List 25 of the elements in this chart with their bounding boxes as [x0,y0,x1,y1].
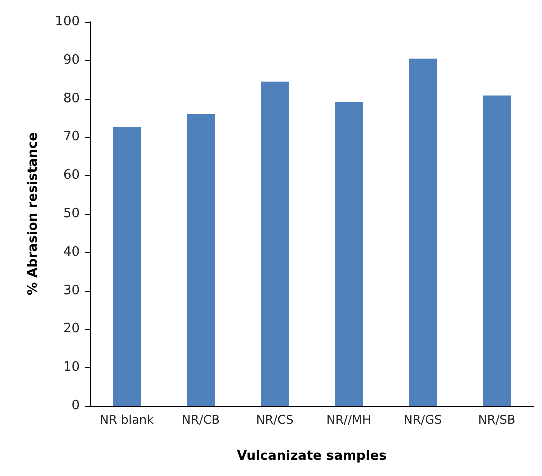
y-tick-label: 70 [63,130,80,145]
x-tick-label: NR/CS [256,413,294,427]
y-tick-label: 30 [63,283,80,298]
x-tick-label: NR/GS [404,413,442,427]
bar [113,127,141,406]
bar [187,114,215,406]
x-tick-label: NR blank [100,413,154,427]
x-tick-label: NR/CB [182,413,220,427]
bar [261,82,289,406]
y-tick-label: 20 [63,322,80,337]
y-tick-label: 10 [63,360,80,376]
bar [409,58,437,406]
y-tick-label: 50 [63,206,80,222]
y-tick-label: 40 [63,244,80,260]
y-tick-label: 80 [63,91,80,106]
y-tick-label: 60 [63,168,80,184]
x-axis-title: Vulcanizate samples [237,449,388,464]
y-axis-title: % Abrasion resistance [26,132,41,296]
y-tick-label: 0 [72,398,80,414]
bar [483,96,511,406]
x-tick-label: NR/SB [478,413,516,427]
y-tick-label: 90 [63,52,80,68]
bar [335,102,363,406]
y-tick-label: 100 [55,14,80,30]
x-tick-label: NR//MH [326,413,372,427]
